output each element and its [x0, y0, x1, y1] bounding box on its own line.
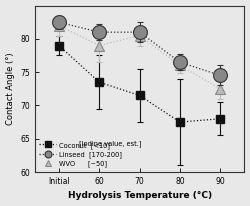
Legend: Coconut  [<10], Linseed  [170-200], WVO      [~50]: Coconut [<10], Linseed [170-200], WVO [~… — [38, 140, 124, 169]
X-axis label: Hydrolysis Temperature (°C): Hydrolysis Temperature (°C) — [68, 191, 212, 200]
Y-axis label: Contact Angle (°): Contact Angle (°) — [6, 53, 15, 125]
Text: [Iodine value, est.]: [Iodine value, est.] — [79, 140, 142, 147]
